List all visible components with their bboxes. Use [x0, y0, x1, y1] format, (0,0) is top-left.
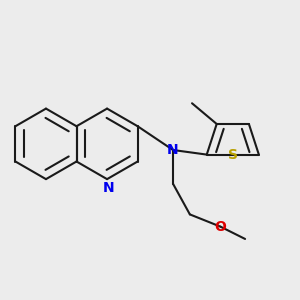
Text: O: O [214, 220, 226, 234]
Text: N: N [103, 181, 114, 195]
Text: S: S [228, 148, 238, 162]
Text: N: N [167, 143, 179, 157]
